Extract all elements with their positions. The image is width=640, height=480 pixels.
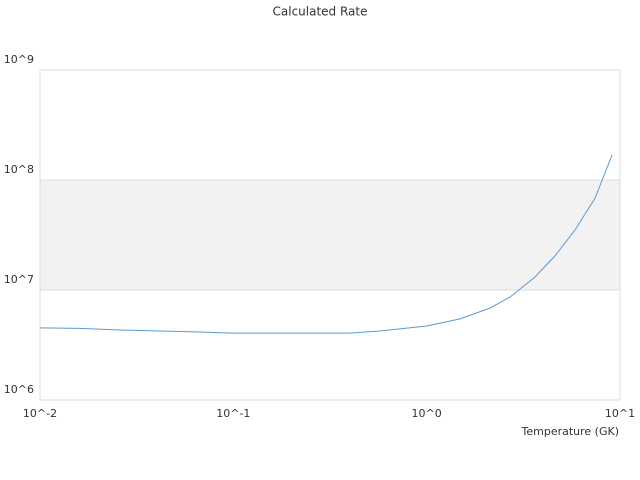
band	[40, 180, 620, 290]
x-tick-label: 10^1	[605, 407, 635, 420]
y-tick-label: 10^9	[4, 53, 34, 66]
y-tick-label: 10^7	[4, 273, 34, 286]
y-tick-label: 10^8	[4, 163, 34, 176]
x-tick-label: 10^0	[412, 407, 442, 420]
line	[39, 154, 613, 334]
x-tick-label: 10^-1	[216, 407, 250, 420]
x-tick-label: 10^-2	[23, 407, 57, 420]
y-tick-label: 10^6	[4, 383, 34, 396]
chart-title: Calculated Rate	[273, 5, 368, 19]
x-axis-title: Temperature (GK)	[521, 425, 620, 438]
